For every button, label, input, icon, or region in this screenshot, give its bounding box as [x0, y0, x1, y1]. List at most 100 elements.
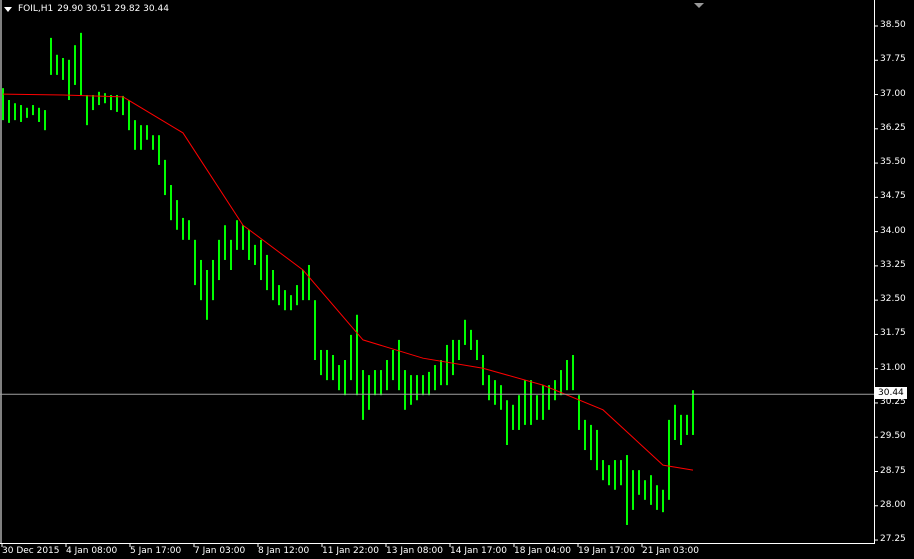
price-bar — [278, 285, 280, 306]
price-bar — [464, 319, 466, 345]
price-bar — [56, 54, 58, 75]
price-bar — [44, 110, 46, 131]
price-bar — [290, 295, 292, 311]
price-bar — [92, 94, 94, 111]
price-bar — [206, 270, 208, 320]
time-tick-label: 5 Jan 17:00 — [130, 546, 182, 556]
price-bar — [542, 385, 544, 420]
ohlc-values: 29.90 30.51 29.82 30.44 — [57, 4, 169, 14]
price-bar — [110, 94, 112, 111]
dropdown-triangle-icon[interactable] — [4, 6, 12, 12]
price-bar — [14, 103, 16, 121]
price-bar — [176, 200, 178, 230]
price-bar — [116, 94, 118, 112]
price-bar — [152, 135, 154, 150]
price-tick-label: 31.00 — [880, 362, 906, 373]
price-tick-label: 28.00 — [880, 499, 906, 510]
price-bar — [590, 424, 592, 461]
price-bar — [86, 94, 88, 126]
price-bar — [512, 404, 514, 430]
time-tick-label: 8 Jan 12:00 — [258, 546, 310, 556]
price-bar — [248, 229, 250, 260]
time-tick-label: 4 Jan 08:00 — [66, 546, 118, 556]
price-bar — [62, 57, 64, 80]
price-bar — [20, 105, 22, 122]
chart-shift-marker-icon[interactable] — [694, 3, 704, 8]
price-bar — [272, 270, 274, 301]
price-bar — [596, 429, 598, 471]
time-tick-label: 19 Jan 17:00 — [578, 546, 635, 556]
moving-average-line — [2, 93, 694, 471]
price-bar — [98, 91, 100, 106]
time-tick-label: 30 Dec 2015 — [2, 546, 60, 556]
time-tick-label: 18 Jan 04:00 — [514, 546, 571, 556]
price-bar — [692, 390, 694, 435]
price-bar — [584, 419, 586, 451]
price-tick-label: 29.50 — [880, 431, 906, 442]
price-bar — [170, 185, 172, 221]
price-bar — [626, 455, 628, 525]
price-bar — [134, 120, 136, 150]
price-bar — [104, 93, 106, 104]
price-bar — [482, 354, 484, 386]
price-bar — [182, 217, 184, 240]
price-bar — [524, 380, 526, 425]
price-bar — [494, 380, 496, 405]
price-tick-label: 28.75 — [880, 465, 906, 476]
price-bar — [368, 375, 370, 410]
price-bar — [296, 285, 298, 306]
price-bar — [326, 349, 328, 381]
price-bar — [446, 344, 448, 386]
price-bar — [212, 259, 214, 301]
price-bar — [422, 375, 424, 396]
price-bar — [686, 414, 688, 435]
price-bar — [656, 485, 658, 510]
price-bar — [302, 270, 304, 301]
price-tick-label: 31.75 — [880, 328, 906, 339]
price-bar — [602, 460, 604, 481]
price-bar — [650, 475, 652, 505]
price-bar — [350, 334, 352, 381]
price-bar — [8, 100, 10, 123]
price-bar — [356, 314, 358, 396]
price-bar — [572, 354, 574, 391]
price-bar — [320, 349, 322, 376]
price-bar — [620, 460, 622, 486]
price-bar — [614, 460, 616, 490]
price-bar — [146, 125, 148, 140]
price-tick-label: 38.50 — [880, 20, 906, 30]
current-price-label: 30.44 — [875, 387, 907, 400]
price-bar — [26, 107, 28, 118]
price-bar — [608, 465, 610, 486]
price-tick-label: 35.50 — [880, 157, 906, 168]
price-bar — [284, 290, 286, 311]
price-bar — [578, 395, 580, 430]
price-tick-label: 34.75 — [880, 191, 906, 202]
price-bar — [164, 159, 166, 196]
price-bar — [662, 489, 664, 513]
price-bar — [428, 371, 430, 396]
price-bar — [314, 300, 316, 361]
price-bar — [440, 360, 442, 386]
price-bar — [488, 375, 490, 401]
symbol-label: FOIL,H1 — [18, 4, 54, 14]
price-bar — [2, 88, 4, 121]
price-tick-label: 37.75 — [880, 54, 906, 65]
price-bar — [68, 59, 70, 101]
price-bar — [32, 105, 34, 116]
price-bar — [362, 370, 364, 420]
price-tick-label: 36.25 — [880, 122, 906, 133]
price-bar — [392, 349, 394, 381]
price-tick-label: 30.25 — [880, 396, 906, 407]
price-bar — [74, 45, 76, 85]
chart-header: FOIL,H1 29.90 30.51 29.82 30.44 — [4, 4, 169, 14]
price-tick-label: 27.25 — [880, 534, 906, 545]
price-bar — [230, 239, 232, 271]
price-bar — [566, 360, 568, 391]
price-bar — [242, 225, 244, 250]
price-bar — [50, 37, 52, 75]
price-tick-label: 34.00 — [880, 225, 906, 236]
price-bar — [458, 339, 460, 361]
price-bar — [344, 360, 346, 396]
